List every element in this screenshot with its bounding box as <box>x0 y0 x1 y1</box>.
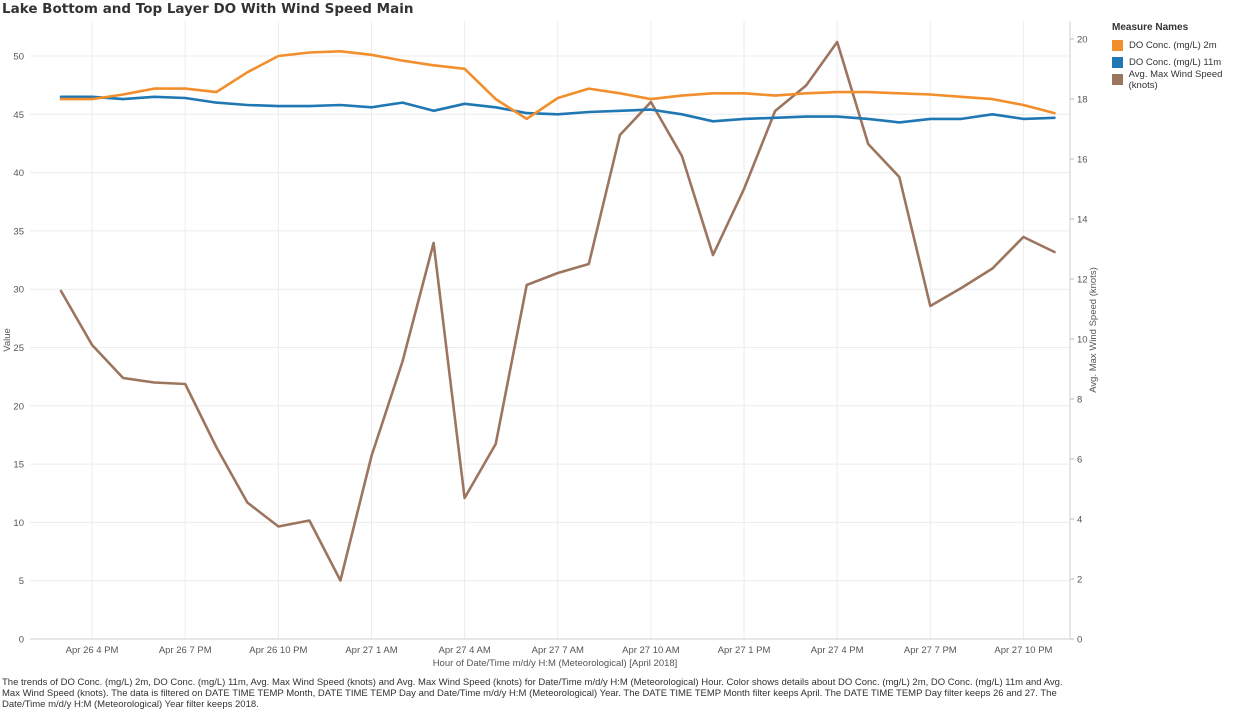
y2-tick-label: 0 <box>1077 635 1082 646</box>
x-tick-label: Apr 27 10 AM <box>622 645 680 656</box>
x-axis-title: Hour of Date/Time m/d/y H:M (Meteorologi… <box>433 658 678 669</box>
legend-swatch-wind <box>1112 74 1123 85</box>
y2-tick-label: 14 <box>1077 215 1088 226</box>
x-tick-label: Apr 26 7 PM <box>159 645 212 656</box>
y-tick-label: 20 <box>13 401 24 412</box>
y2-tick-label: 12 <box>1077 275 1088 286</box>
legend-label-do-11m: DO Conc. (mg/L) 11m <box>1129 57 1222 68</box>
legend-item-do-11m[interactable]: DO Conc. (mg/L) 11m <box>1112 54 1250 71</box>
y-tick-label: 0 <box>19 635 24 646</box>
y2-tick-label: 4 <box>1077 515 1082 526</box>
y2-tick-label: 20 <box>1077 35 1088 46</box>
y2-tick-label: 18 <box>1077 95 1088 106</box>
x-tick-label: Apr 26 10 PM <box>249 645 307 656</box>
legend-title: Measure Names <box>1112 22 1189 33</box>
y-axis-title: Value <box>2 328 13 352</box>
series-line-do-11m <box>59 95 1056 124</box>
x-tick-label: Apr 26 4 PM <box>66 645 119 656</box>
x-tick-label: Apr 27 1 AM <box>345 645 397 656</box>
x-tick-label: Apr 27 7 PM <box>904 645 957 656</box>
chart-caption: The trends of DO Conc. (mg/L) 2m, DO Con… <box>2 677 1063 710</box>
legend-swatch-do-11m <box>1112 57 1123 68</box>
y-tick-label: 40 <box>13 168 24 179</box>
y2-tick-label: 6 <box>1077 455 1082 466</box>
y2-tick-label: 16 <box>1077 155 1088 166</box>
legend: Measure Names DO Conc. (mg/L) 2m DO Conc… <box>1112 22 1250 91</box>
legend-label-wind: Avg. Max Wind Speed (knots) <box>1128 68 1223 91</box>
chart-title: Lake Bottom and Top Layer DO With Wind S… <box>2 1 414 17</box>
y-tick-label: 5 <box>19 576 24 587</box>
y2-tick-label: 8 <box>1077 395 1082 406</box>
x-tick-label: Apr 27 4 PM <box>811 645 864 656</box>
y-tick-label: 35 <box>13 226 24 237</box>
x-tick-label: Apr 27 7 AM <box>532 645 584 656</box>
y-tick-label: 45 <box>13 110 24 121</box>
x-tick-label: Apr 27 1 PM <box>718 645 771 656</box>
legend-item-wind[interactable]: Avg. Max Wind Speed (knots) <box>1112 68 1250 91</box>
y-tick-label: 25 <box>13 343 24 354</box>
legend-item-do-2m[interactable]: DO Conc. (mg/L) 2m <box>1112 37 1250 54</box>
x-tick-label: Apr 27 4 AM <box>438 645 490 656</box>
y-tick-label: 30 <box>13 285 24 296</box>
y-tick-label: 10 <box>13 518 24 529</box>
series-line-do-2m <box>59 49 1056 121</box>
x-tick-label: Apr 27 10 PM <box>994 645 1052 656</box>
y2-tick-label: 2 <box>1077 575 1082 586</box>
y-tick-label: 15 <box>13 460 24 471</box>
y2-axis-title: Avg. Max Wind Speed (knots) <box>1088 267 1099 393</box>
series-line-wind <box>59 40 1056 582</box>
y-tick-label: 50 <box>13 51 24 62</box>
legend-swatch-do-2m <box>1112 40 1123 51</box>
legend-label-do-2m: DO Conc. (mg/L) 2m <box>1129 40 1217 51</box>
y2-tick-label: 10 <box>1077 335 1088 346</box>
